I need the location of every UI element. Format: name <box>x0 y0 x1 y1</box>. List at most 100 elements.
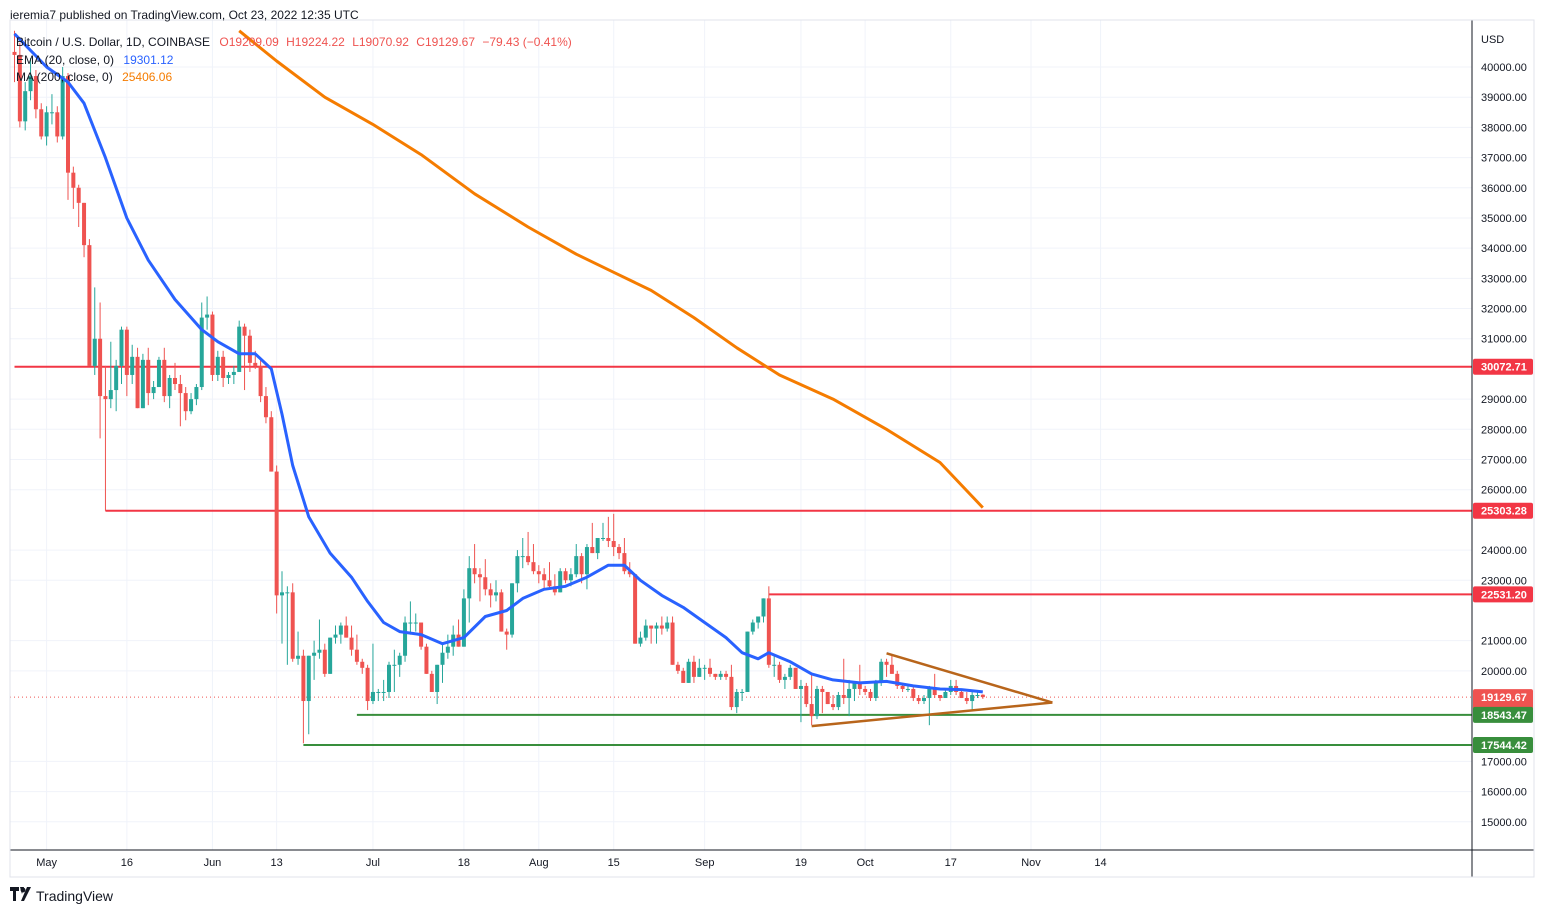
candle-body <box>242 326 247 336</box>
ohlc-change: −79.43 (−0.41%) <box>482 35 572 49</box>
candle <box>114 359 119 412</box>
candle-body <box>135 356 140 409</box>
candle <box>611 513 616 557</box>
candle <box>317 619 322 659</box>
candle-body <box>617 547 622 554</box>
candle-body <box>601 537 605 539</box>
candle <box>590 522 595 554</box>
candle-body <box>847 688 852 699</box>
y-tick-label: 21000.00 <box>1481 636 1527 648</box>
candle-body <box>745 631 750 692</box>
candle <box>397 652 402 677</box>
ohlc-open: O19209.09 <box>219 35 279 49</box>
candle <box>82 202 87 258</box>
candle-body <box>280 592 284 596</box>
candle-body <box>815 688 819 717</box>
candle <box>788 664 793 680</box>
candle <box>724 670 729 680</box>
candle <box>964 691 969 705</box>
ohlc-high: H19224.22 <box>286 35 345 49</box>
price-tag-text: 25303.28 <box>1481 506 1527 518</box>
candle <box>756 616 761 629</box>
candle <box>467 556 472 623</box>
candle <box>269 411 274 472</box>
candle-body <box>488 589 493 596</box>
candle-body <box>338 625 343 635</box>
candle <box>360 658 365 674</box>
price-tag-bg <box>1473 358 1533 375</box>
candle-body <box>55 112 60 137</box>
axes: 40000.00 39000.00 38000.00 37000.00 36000.00… <box>9 19 1535 878</box>
candle <box>140 353 145 409</box>
candle-body <box>889 664 894 674</box>
y-tick-label: 39000.00 <box>1481 92 1527 104</box>
candle-body <box>71 172 76 188</box>
price-tag-text: 17544.42 <box>1481 740 1527 752</box>
candle <box>472 544 477 584</box>
candle-body <box>408 622 413 624</box>
candle <box>520 537 525 569</box>
candle-body <box>76 187 81 203</box>
tradingview-brand[interactable]: TradingView <box>10 887 113 905</box>
candle-body <box>905 688 910 690</box>
price-tag-bg <box>1473 736 1533 753</box>
candle <box>124 326 129 397</box>
candle <box>344 616 349 638</box>
candle-body <box>312 652 317 656</box>
candle-body <box>477 574 482 578</box>
candle-body <box>916 698 921 702</box>
candle <box>333 625 338 644</box>
candle-body <box>285 592 290 594</box>
candle <box>322 643 327 677</box>
candle <box>889 655 894 674</box>
candle <box>750 619 755 635</box>
candle <box>44 106 49 146</box>
candle <box>777 661 782 683</box>
grid-lines <box>10 20 1472 850</box>
price-tag-bg <box>1473 706 1533 723</box>
candle-body <box>296 655 301 659</box>
candle <box>33 70 38 119</box>
candle <box>55 106 60 143</box>
candle-body <box>772 664 777 666</box>
candle-body <box>360 661 365 668</box>
candle-body <box>194 387 199 400</box>
candle <box>975 691 980 699</box>
candle <box>675 661 680 674</box>
candle-body <box>66 76 70 173</box>
candle <box>847 679 852 717</box>
candle <box>740 688 745 702</box>
candle-body <box>836 694 841 708</box>
candle <box>916 694 921 705</box>
candle-body <box>333 634 338 638</box>
candle <box>242 323 247 391</box>
candle-body <box>852 682 857 689</box>
price-tag: 17544.42 <box>1473 736 1533 753</box>
currency-label: USD <box>1481 34 1504 46</box>
candle-body <box>258 365 263 397</box>
candle <box>156 356 161 388</box>
candle <box>66 73 70 200</box>
candle-body <box>574 556 579 575</box>
candle-body <box>103 396 108 400</box>
candle <box>12 30 17 83</box>
candle <box>445 634 450 659</box>
ma-200-line <box>238 29 984 509</box>
x-tick-label: Jun <box>204 857 222 869</box>
candle-body <box>413 622 418 624</box>
y-tick-label: 33000.00 <box>1481 273 1527 285</box>
candle-body <box>231 371 236 375</box>
candle-body <box>579 556 584 575</box>
candle <box>71 166 76 209</box>
candle-body <box>964 698 969 702</box>
candle <box>905 685 910 692</box>
candle-body <box>868 691 873 699</box>
chart-frame <box>9 19 1535 878</box>
candle <box>135 347 140 409</box>
candle-body <box>226 374 231 378</box>
candle <box>617 544 622 560</box>
candle-body <box>403 622 408 656</box>
candle <box>638 631 643 647</box>
